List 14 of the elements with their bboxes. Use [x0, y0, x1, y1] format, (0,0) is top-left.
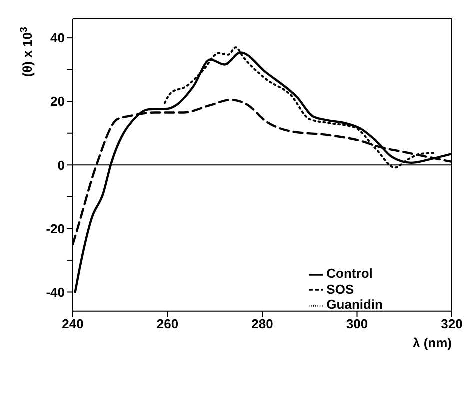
y-tick-label: -20 [46, 221, 65, 236]
x-tick-label: 260 [156, 316, 179, 332]
legend-label: Guanidin [326, 297, 383, 312]
x-axis-title: λ (nm) [413, 335, 452, 350]
y-tick-label: 20 [50, 94, 65, 110]
x-tick-label: 300 [346, 316, 368, 332]
x-tick-label: 280 [252, 316, 274, 332]
y-tick-label: 40 [50, 30, 65, 46]
y-tick-label: -40 [46, 284, 65, 300]
legend-label: Control [326, 266, 373, 282]
x-tick-label: 240 [62, 316, 84, 332]
legend-label: SOS [326, 282, 354, 297]
x-tick-label: 320 [441, 316, 463, 332]
y-tick-label: 0 [58, 158, 65, 173]
